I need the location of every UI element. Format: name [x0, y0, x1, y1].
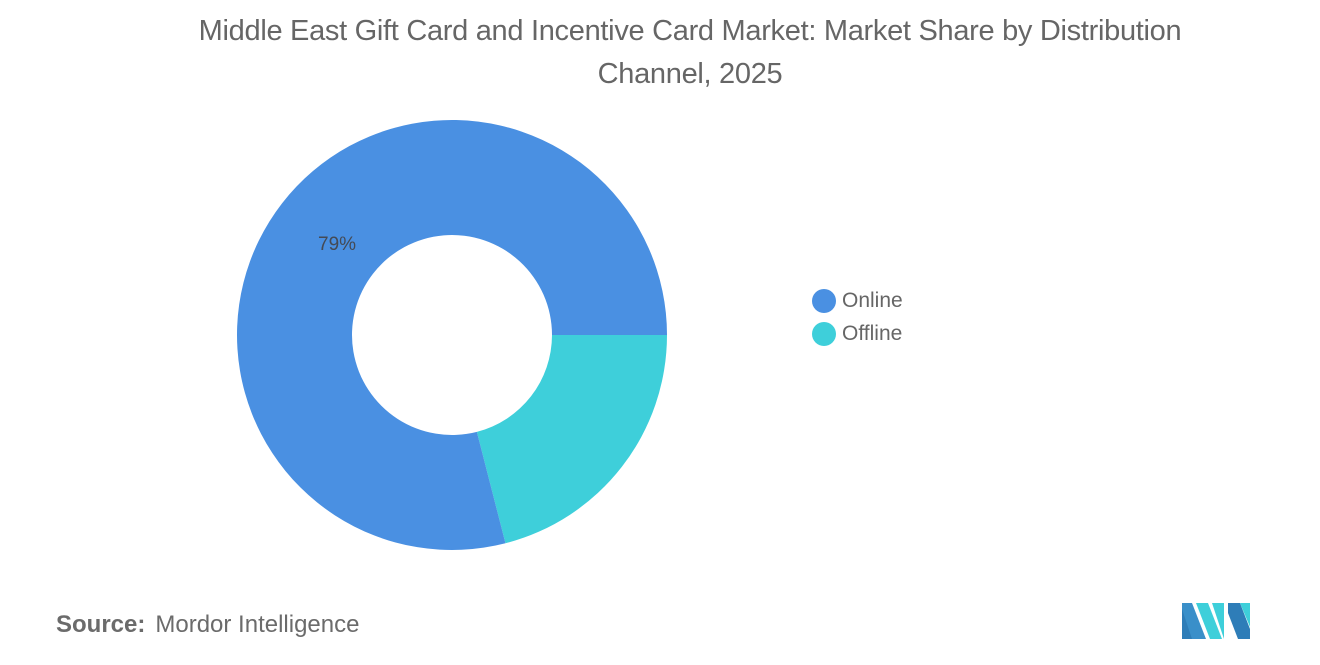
- online-data-label: 79%: [318, 234, 357, 255]
- donut-slice-offline[interactable]: [476, 335, 667, 544]
- online-swatch-icon: [812, 288, 836, 313]
- offline-swatch-icon: [812, 321, 836, 346]
- source-key: Source:: [56, 611, 146, 638]
- chart-legend: Online Offline: [812, 284, 903, 350]
- legend-label-online: Online: [842, 288, 903, 312]
- mordor-intelligence-logo-icon: [1182, 603, 1250, 639]
- chart-title: Middle East Gift Card and Incentive Card…: [198, 15, 1182, 90]
- legend-item-offline[interactable]: Offline: [812, 317, 903, 350]
- legend-item-online[interactable]: Online: [812, 284, 903, 317]
- source-note: Source: Mordor Intelligence: [56, 611, 359, 639]
- donut-slices: [237, 119, 667, 550]
- donut-slice-online[interactable]: [237, 119, 667, 550]
- source-value: Mordor Intelligence: [155, 611, 360, 638]
- legend-label-offline: Offline: [842, 321, 903, 345]
